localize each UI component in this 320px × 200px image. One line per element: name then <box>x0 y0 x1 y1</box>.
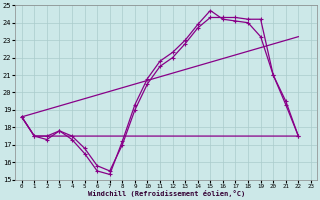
X-axis label: Windchill (Refroidissement éolien,°C): Windchill (Refroidissement éolien,°C) <box>88 190 245 197</box>
